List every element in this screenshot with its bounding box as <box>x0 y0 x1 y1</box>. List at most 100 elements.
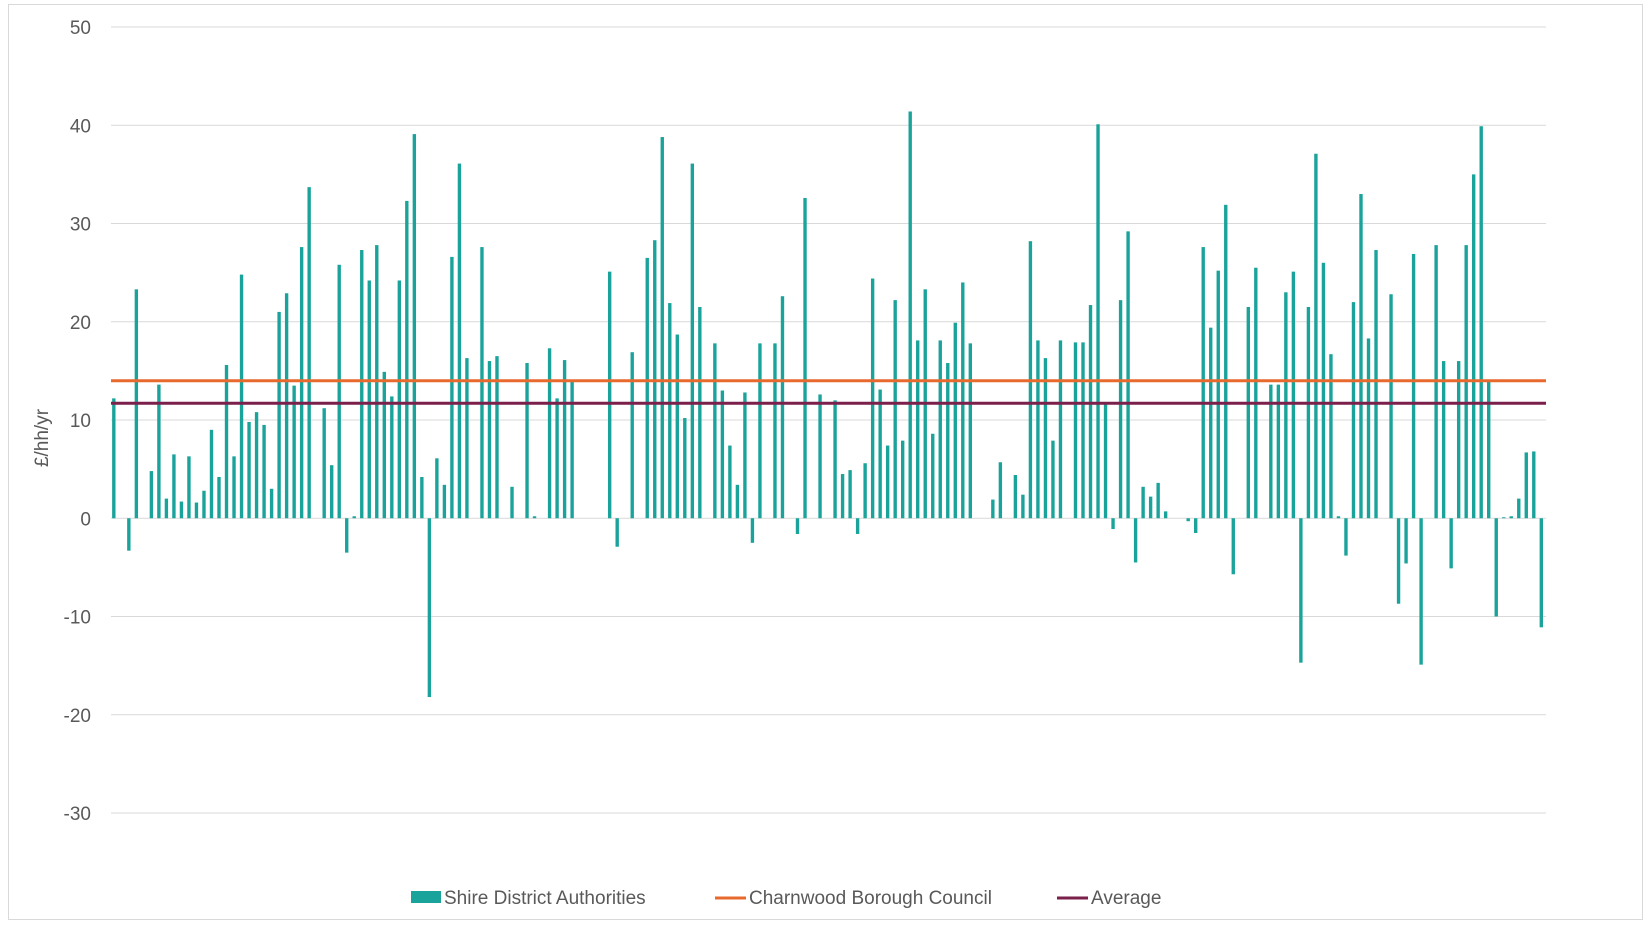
bar <box>1479 126 1483 519</box>
bar <box>1291 271 1296 519</box>
bar <box>1186 518 1190 522</box>
bar <box>1509 516 1513 519</box>
bar <box>427 518 432 698</box>
bar <box>1163 511 1168 519</box>
y-axis-ticks: 50 40 30 20 10 0 -10 -20 -30 <box>64 18 91 825</box>
y-axis-label: £/hh/yr <box>32 408 53 467</box>
y-tick-label: 40 <box>70 116 91 137</box>
bar-series <box>112 111 1543 698</box>
bar <box>773 343 777 519</box>
bar <box>713 343 717 519</box>
bar <box>1118 300 1123 519</box>
bar <box>728 445 732 519</box>
bar <box>149 471 154 519</box>
bar <box>269 488 274 519</box>
bar <box>795 518 800 534</box>
legend: Shire District Authorities Charnwood Bor… <box>411 888 1161 909</box>
bar <box>187 456 191 519</box>
bar <box>1156 482 1160 519</box>
bar <box>322 408 326 519</box>
bar <box>1103 403 1108 519</box>
y-tick-label: 0 <box>80 509 91 530</box>
bar <box>555 398 559 519</box>
bar <box>172 454 176 519</box>
bar <box>307 187 311 519</box>
bar <box>127 518 131 551</box>
bar <box>277 311 281 519</box>
bar <box>908 111 912 519</box>
bar <box>465 358 469 519</box>
legend-item-average: Average <box>1057 888 1161 909</box>
bar <box>1441 361 1446 519</box>
bar <box>450 256 454 519</box>
y-tick-label: 30 <box>70 215 91 236</box>
bar <box>1456 361 1461 519</box>
legend-item-shire: Shire District Authorities <box>411 888 646 909</box>
bar <box>532 516 537 519</box>
bar <box>292 385 296 519</box>
bar <box>1494 518 1498 617</box>
bar <box>1224 204 1228 519</box>
bar <box>405 200 409 519</box>
bar <box>487 361 492 519</box>
bar <box>1051 440 1055 519</box>
bar <box>1036 340 1040 519</box>
bar <box>232 456 236 519</box>
bar <box>1284 292 1288 519</box>
bar <box>863 463 867 519</box>
bar <box>1276 384 1281 519</box>
bar <box>916 340 920 519</box>
bar <box>525 363 529 519</box>
bar <box>360 250 364 519</box>
bar <box>991 499 995 519</box>
legend-label-average: Average <box>1091 888 1161 909</box>
bar <box>1449 518 1453 569</box>
reference-lines <box>111 379 1546 405</box>
bar <box>998 462 1003 519</box>
bar <box>224 364 229 519</box>
bar <box>1254 267 1258 519</box>
bar <box>570 380 574 519</box>
bar <box>607 271 612 519</box>
bar <box>1419 518 1423 665</box>
bar <box>735 484 740 519</box>
bar <box>1299 518 1303 663</box>
bar <box>420 476 424 519</box>
bar <box>562 360 567 519</box>
bar <box>262 424 266 519</box>
y-tick-label: 20 <box>70 313 91 334</box>
bar <box>878 389 882 519</box>
bar <box>1043 358 1048 519</box>
bar <box>1133 518 1138 563</box>
bar <box>743 392 747 519</box>
bar <box>1073 342 1078 519</box>
bar <box>1502 517 1506 519</box>
bar <box>1517 498 1521 519</box>
bar <box>1269 384 1273 519</box>
bar <box>112 398 116 519</box>
bar <box>299 247 304 519</box>
bar <box>840 474 845 519</box>
legend-item-charnwood: Charnwood Borough Council <box>715 888 992 909</box>
bar <box>247 421 251 519</box>
bar <box>750 518 755 543</box>
bar <box>1013 475 1018 519</box>
legend-label-shire: Shire District Authorities <box>444 888 646 909</box>
bar <box>1314 153 1318 519</box>
bar <box>239 274 244 519</box>
bar <box>1374 250 1378 519</box>
bar <box>938 340 942 519</box>
bar <box>382 371 386 519</box>
bar <box>1148 496 1153 519</box>
bar <box>209 429 214 519</box>
bar <box>953 322 957 519</box>
bar <box>1021 494 1025 519</box>
bar <box>833 400 837 519</box>
bar <box>758 343 762 519</box>
bar <box>1088 305 1093 519</box>
bar <box>675 334 679 519</box>
bar <box>1351 302 1356 519</box>
bar <box>164 498 169 519</box>
bar <box>946 363 950 519</box>
